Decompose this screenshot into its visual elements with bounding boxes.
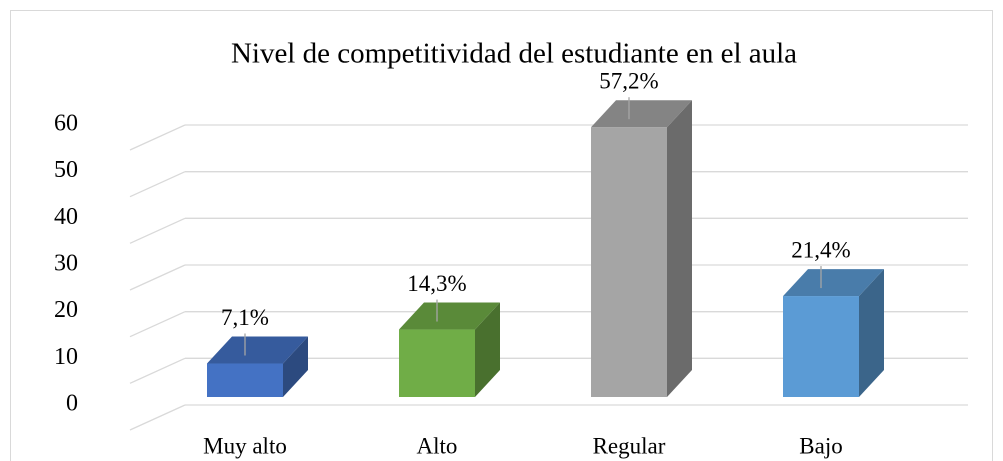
y-tick-label: 50 (54, 157, 78, 183)
grid-line (129, 264, 186, 291)
chart-title: Nivel de competitividad del estudiante e… (231, 38, 797, 70)
y-tick-label: 40 (54, 204, 78, 230)
bar-top (399, 302, 500, 330)
y-tick-label: 60 (54, 111, 78, 137)
bar-side (667, 100, 692, 397)
y-tick-label: 20 (54, 297, 78, 323)
data-label: 7,1% (221, 305, 269, 330)
y-tick-label: 10 (54, 344, 78, 370)
bar-top (591, 100, 692, 128)
bar (591, 127, 667, 397)
grid-line (129, 311, 186, 338)
grid-line (129, 404, 186, 431)
data-label: 14,3% (407, 271, 466, 296)
x-tick-label: Alto (417, 433, 458, 458)
x-tick-label: Muy alto (203, 433, 287, 458)
bar-side (859, 269, 884, 397)
grid-line (129, 357, 186, 384)
grid-line (129, 217, 186, 244)
bar (207, 363, 283, 397)
bar-side (475, 302, 500, 397)
data-label: 21,4% (791, 237, 850, 262)
bar-side (283, 336, 308, 397)
bar-top (207, 336, 308, 364)
x-tick-label: Regular (593, 433, 666, 458)
grid-line (129, 124, 186, 151)
bar (783, 296, 859, 397)
data-label: 57,2% (599, 68, 658, 93)
x-tick-label: Bajo (799, 433, 842, 458)
bar-top (783, 269, 884, 297)
y-tick-label: 0 (66, 391, 78, 417)
bar (399, 329, 475, 397)
grid-line (129, 171, 186, 198)
y-tick-label: 30 (54, 251, 78, 277)
